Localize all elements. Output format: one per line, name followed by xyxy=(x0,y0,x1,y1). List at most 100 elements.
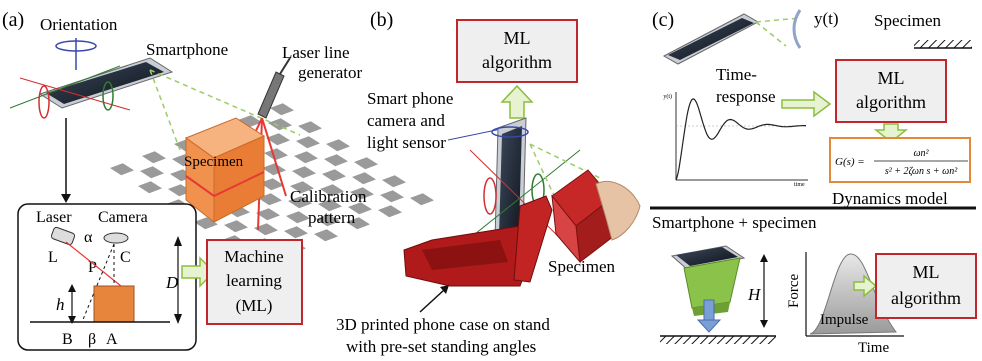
calibration-square xyxy=(380,190,404,203)
impulse-plot: Force Impulse Time xyxy=(786,252,904,356)
camera-text-2: camera and xyxy=(367,111,445,130)
down-arrow-c-icon xyxy=(873,123,909,143)
ml-box-a-line1: Machine xyxy=(224,247,283,266)
smartphone-c-icon xyxy=(662,13,760,65)
specimen-label-b: Specimen xyxy=(548,257,616,276)
calibration-square xyxy=(194,217,218,230)
down-arrow-icon xyxy=(61,194,71,203)
laser-line-label-2: generator xyxy=(298,63,363,82)
calibration-square xyxy=(324,154,348,167)
3d-printed-stand-icon xyxy=(403,195,553,287)
calibration-square xyxy=(286,211,310,224)
calibration-square xyxy=(294,151,318,164)
caption-b-1: 3D printed phone case on stand xyxy=(336,315,550,334)
calibration-square xyxy=(238,115,262,128)
specimen-cube-icon xyxy=(184,117,266,224)
laser-line-label-1: Laser line xyxy=(282,43,350,62)
smartphone-label: Smartphone xyxy=(146,40,228,59)
inset-C: C xyxy=(120,249,131,266)
ml-box-a-line3: (ML) xyxy=(236,296,273,315)
fixed-support-icon xyxy=(914,40,972,48)
response-curve xyxy=(675,98,806,181)
caption-arrow-icon xyxy=(440,285,449,294)
calibration-square xyxy=(268,118,292,131)
calibration-square xyxy=(254,223,278,236)
time-response-plot: y(t) time xyxy=(663,92,808,188)
time-axis-label: Time xyxy=(858,340,889,356)
calibration-square xyxy=(378,205,402,218)
calibration-square xyxy=(350,187,374,200)
ml-box-d xyxy=(875,253,977,319)
specimen-red-cube-icon xyxy=(551,169,641,264)
laser-generator-icon xyxy=(257,57,291,119)
panel-a: (a) Orientation Smartphone Laser line ge… xyxy=(2,9,434,351)
panel-d-title: Smartphone + specimen xyxy=(652,213,817,232)
inset-specimen-block xyxy=(93,285,135,323)
calibration-square xyxy=(140,166,164,179)
caption-b-2: with pre-set standing angles xyxy=(346,337,536,356)
calibration-square xyxy=(224,220,248,233)
inset-P: P xyxy=(88,259,97,276)
plot-time-label: time xyxy=(794,182,805,188)
up-arrow-b-icon xyxy=(500,84,534,119)
inset-camera-icon xyxy=(103,232,129,244)
inset-laser-icon xyxy=(50,226,76,246)
dynamics-model-label: Dynamics model xyxy=(832,189,948,208)
panel-b-label: (b) xyxy=(370,9,393,31)
panel-c-label: (c) xyxy=(652,9,674,31)
calibration-square xyxy=(138,181,162,194)
calibration-square xyxy=(346,217,370,230)
calibration-label-1: Calibration xyxy=(290,187,367,206)
calibration-square xyxy=(260,178,284,191)
calibration-square xyxy=(256,208,280,221)
tf-lhs: G(s) = xyxy=(835,156,865,168)
calibration-square xyxy=(288,196,312,209)
transfer-function: G(s) = ωn² s² + 2ζωn s + ωn² xyxy=(835,148,968,177)
inset-alpha: α xyxy=(84,229,93,246)
calibration-square xyxy=(410,193,434,206)
force-axis-label: Force xyxy=(786,274,802,308)
specimen-label-c: Specimen xyxy=(874,11,942,30)
inset-beta: β xyxy=(88,331,96,348)
calibration-label-2: pattern xyxy=(308,208,356,227)
specimen-label-a: Specimen xyxy=(184,154,244,170)
ml-box-d-line1: ML xyxy=(913,262,940,282)
calibration-square xyxy=(298,121,322,134)
panel-d: Smartphone + specimen H Force Impulse Ti… xyxy=(652,213,977,356)
calibration-square xyxy=(322,169,346,182)
calibration-square xyxy=(382,175,406,188)
camera-text-1: Smart phone xyxy=(367,89,453,108)
panel-a-label: (a) xyxy=(2,9,24,31)
calibration-square xyxy=(270,103,294,116)
inset-B: B xyxy=(62,331,73,348)
calibration-square xyxy=(354,157,378,170)
ml-box-c xyxy=(835,59,947,123)
tf-numerator: ωn² xyxy=(913,148,929,159)
time-response-1: Time- xyxy=(716,65,757,84)
calibration-square xyxy=(348,202,372,215)
orientation-label: Orientation xyxy=(40,15,118,34)
phone-on-block-icon xyxy=(670,245,746,316)
inset-h: h xyxy=(56,295,65,314)
ml-box-c-line2: algorithm xyxy=(856,92,926,112)
ml-box-b-line1: ML xyxy=(504,28,531,48)
ground-icon xyxy=(660,336,776,344)
panel-c: (c) y(t) Specimen Time- response y(t) ti… xyxy=(650,9,976,210)
ml-box-c-line1: ML xyxy=(878,68,905,88)
ml-box-a xyxy=(206,239,303,325)
ml-box-b-line2: algorithm xyxy=(482,52,552,72)
time-response-2: response xyxy=(716,87,775,106)
calibration-square xyxy=(292,166,316,179)
calibration-square xyxy=(296,136,320,149)
calibration-square xyxy=(142,151,166,164)
calibration-square xyxy=(352,172,376,185)
calibration-square xyxy=(326,139,350,152)
calibration-square xyxy=(110,163,134,176)
tf-denominator: s² + 2ζωn s + ωn² xyxy=(885,166,958,177)
ml-box-a-line2: learning xyxy=(226,271,282,290)
calibration-square xyxy=(284,226,308,239)
inset-A: A xyxy=(106,331,118,348)
calibration-square xyxy=(262,163,286,176)
ml-box-d-line2: algorithm xyxy=(891,288,961,308)
